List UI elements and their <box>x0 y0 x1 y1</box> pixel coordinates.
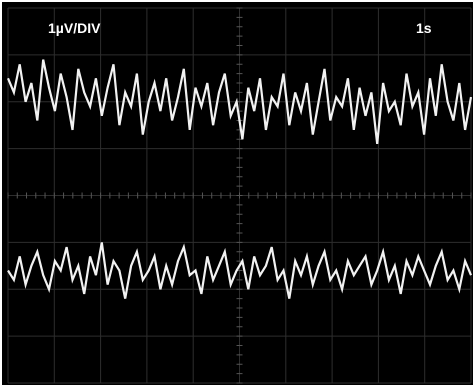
trace-1 <box>6 59 473 145</box>
trace-2 <box>7 242 473 299</box>
graticule <box>7 7 472 384</box>
volts-per-division-label: 1µV/DIV <box>48 20 101 36</box>
traces <box>6 59 473 299</box>
time-per-division-label: 1s <box>416 20 432 36</box>
